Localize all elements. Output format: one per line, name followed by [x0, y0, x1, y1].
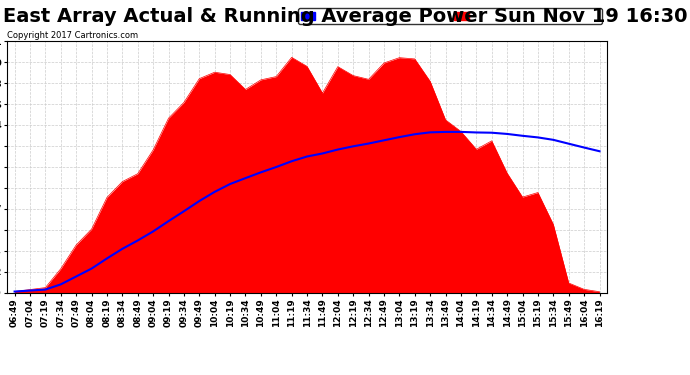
Text: Copyright 2017 Cartronics.com: Copyright 2017 Cartronics.com: [7, 30, 138, 39]
Text: East Array Actual & Running Average Power Sun Nov 19 16:30: East Array Actual & Running Average Powe…: [3, 8, 687, 27]
Legend: Average  (DC Watts), East Array  (DC Watts): Average (DC Watts), East Array (DC Watts…: [298, 8, 602, 24]
